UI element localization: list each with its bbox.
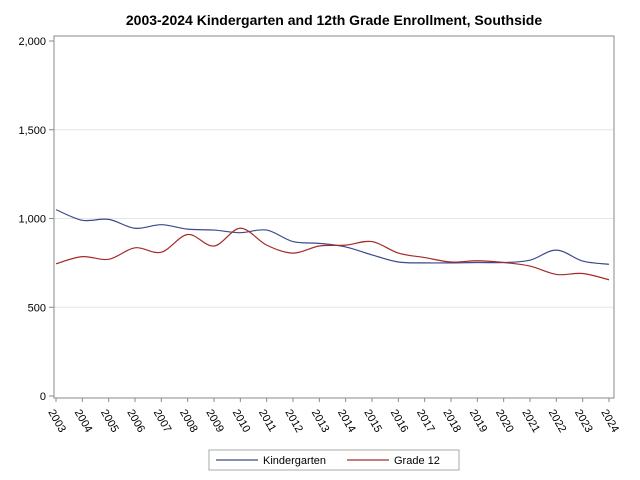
y-tick-label: 1,000 (18, 214, 46, 226)
x-tick-label: 2007 (151, 408, 174, 435)
x-tick-label: 2020 (493, 408, 516, 435)
x-tick-label: 2003 (45, 408, 68, 435)
y-tick-label: 0 (40, 391, 46, 403)
x-tick-label: 2013 (309, 408, 332, 435)
x-tick-label: 2017 (414, 408, 437, 435)
x-tick-label: 2004 (72, 408, 95, 435)
x-tick-label: 2022 (546, 408, 569, 435)
x-tick-label: 2014 (335, 408, 358, 435)
x-tick-label: 2005 (98, 408, 121, 435)
plot-frame (53, 35, 615, 399)
y-tick-label: 500 (28, 302, 46, 314)
x-tick-label: 2012 (282, 408, 305, 435)
x-tick-label: 2019 (467, 408, 490, 435)
x-tick-label: 2024 (598, 408, 621, 435)
gridlines (54, 129, 614, 308)
x-tick-label: 2015 (361, 408, 384, 435)
series-line-grade-12 (55, 227, 610, 281)
x-tick-label: 2018 (440, 408, 463, 435)
legend-label-kindergarten: Kindergarten (263, 455, 326, 467)
x-tick-label: 2008 (177, 408, 200, 435)
legend: Kindergarten Grade 12 (208, 449, 460, 471)
x-tick-label: 2009 (203, 408, 226, 435)
x-tick-label: 2016 (388, 408, 411, 435)
y-tick-label: 2,000 (18, 36, 46, 48)
legend-box (208, 449, 460, 471)
x-axis: 2003 2004 2005 2006 2007 2008 2009 2010 2011 2012… (45, 398, 621, 435)
series-lines (55, 209, 610, 281)
x-tick-label: 2021 (519, 408, 542, 435)
legend-label-grade-12: Grade 12 (394, 455, 440, 467)
x-tick-label: 2010 (230, 408, 253, 435)
y-axis: 0 500 1,000 1,500 2,000 (18, 36, 54, 403)
x-tick-label: 2023 (572, 408, 595, 435)
chart-title: 2003-2024 Kindergarten and 12th Grade En… (126, 12, 542, 28)
x-tick-label: 2006 (124, 408, 147, 435)
series-line-kindergarten (55, 209, 610, 265)
x-tick-label: 2011 (256, 408, 278, 434)
y-tick-label: 1,500 (18, 125, 46, 137)
